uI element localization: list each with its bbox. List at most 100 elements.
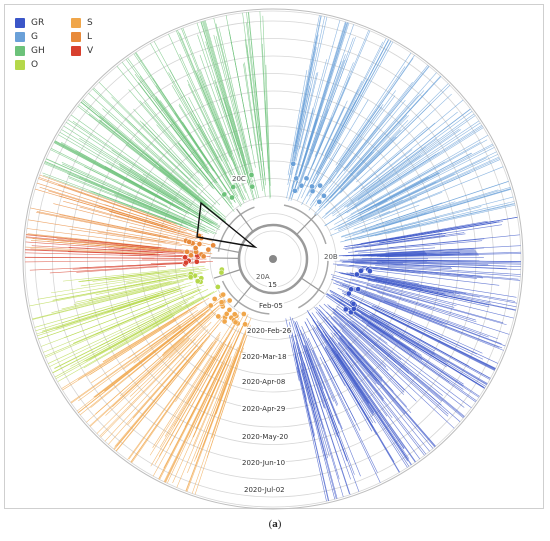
tree-branch <box>385 254 479 258</box>
tree-branch <box>62 318 177 391</box>
sample-dot <box>292 187 298 194</box>
tree-branch <box>192 356 232 447</box>
tree-branch <box>38 178 202 235</box>
sample-dot <box>218 299 225 306</box>
tree-branch <box>86 319 177 377</box>
tree-branch <box>343 138 437 208</box>
tree-branch <box>92 272 165 282</box>
tree-branch <box>25 241 170 253</box>
legend-item-gr: GR <box>15 17 44 29</box>
tree-branch <box>218 322 249 402</box>
outer-ring <box>22 8 524 510</box>
tree-branch <box>68 246 163 253</box>
tree-branch <box>108 334 207 445</box>
tree-branch <box>212 246 240 254</box>
tree-branch <box>213 268 241 279</box>
tree-branch <box>300 22 350 175</box>
tree-branch <box>51 281 178 313</box>
tree-branch <box>295 325 325 409</box>
tree-branch <box>292 345 330 501</box>
tree-branch <box>127 344 198 426</box>
sample-dot <box>196 241 203 247</box>
tree-branch <box>349 265 483 277</box>
tree-branch <box>150 43 233 189</box>
tree-branch <box>93 323 190 398</box>
sample-dot <box>242 321 248 328</box>
tree-branch <box>125 59 218 183</box>
tree-branch <box>327 304 464 419</box>
tree-branch <box>175 337 220 403</box>
tree-branch <box>318 309 383 379</box>
sample-dot <box>240 311 247 317</box>
tree-branch <box>350 261 507 269</box>
tree-branch <box>25 237 165 250</box>
tree-branch <box>342 261 403 264</box>
tree-branch <box>47 288 209 364</box>
tree-branch <box>246 12 262 152</box>
tree-branch <box>82 99 213 209</box>
tree-branch <box>334 299 464 385</box>
tree-branch <box>38 176 172 224</box>
tree-branch <box>371 305 484 360</box>
sample-dot <box>226 297 233 304</box>
tree-branch <box>35 288 175 332</box>
tree-branch <box>188 97 223 162</box>
tree-branch <box>308 40 392 193</box>
sample-dot <box>223 311 230 317</box>
tree-branch <box>25 252 183 258</box>
tree-branch <box>216 86 255 201</box>
sample-dot <box>303 175 310 182</box>
sample-dot <box>210 242 217 249</box>
tree-branch <box>296 213 317 235</box>
tree-branch <box>314 126 379 207</box>
tree-branch <box>54 142 187 214</box>
tree-branch <box>70 324 181 403</box>
tree-branch <box>336 353 412 466</box>
tree-branch <box>349 347 436 447</box>
tree-branch <box>58 195 213 242</box>
tree-branch <box>218 28 259 198</box>
tree-branch <box>351 259 477 262</box>
tree-branch <box>25 259 189 263</box>
tree-branch <box>79 138 178 200</box>
tree-branch <box>176 359 232 488</box>
tree-branch <box>61 297 210 389</box>
tree-branch <box>365 274 515 302</box>
tree-branch <box>45 305 166 358</box>
tree-branch <box>380 268 521 281</box>
tree-branch <box>294 47 317 152</box>
tree-branch <box>387 266 521 277</box>
tree-branch <box>316 38 387 175</box>
tree-branch <box>306 21 346 149</box>
sample-dot <box>358 268 364 274</box>
tree-branch <box>49 296 195 367</box>
tree-branch <box>49 265 158 274</box>
tree-branch <box>331 278 397 303</box>
tree-branch <box>175 30 231 158</box>
tree-branch <box>325 347 400 473</box>
tree-branch <box>324 334 405 450</box>
tree-branch <box>37 273 186 300</box>
sample-dot <box>298 182 305 189</box>
tree-branch <box>338 199 404 230</box>
tree-branch <box>127 342 213 460</box>
tree-branch <box>306 340 343 430</box>
tree-branch <box>296 34 319 143</box>
sample-dot <box>309 188 316 195</box>
tree-branch <box>342 307 477 402</box>
tree-branch <box>100 338 196 438</box>
tree-branch <box>314 307 435 448</box>
tree-branch <box>59 131 173 200</box>
tree-branch <box>349 72 437 173</box>
tree-branch <box>342 284 502 345</box>
tree-branch <box>305 346 355 475</box>
tree-branch <box>375 265 521 275</box>
tree-branch <box>200 69 243 180</box>
sample-dot <box>215 284 221 290</box>
tree-branch <box>304 345 338 437</box>
sample-dot <box>232 319 239 326</box>
tree-branch <box>88 277 190 301</box>
tree-branch <box>334 181 437 231</box>
tree-branch <box>350 110 473 202</box>
tree-branch <box>163 324 219 391</box>
